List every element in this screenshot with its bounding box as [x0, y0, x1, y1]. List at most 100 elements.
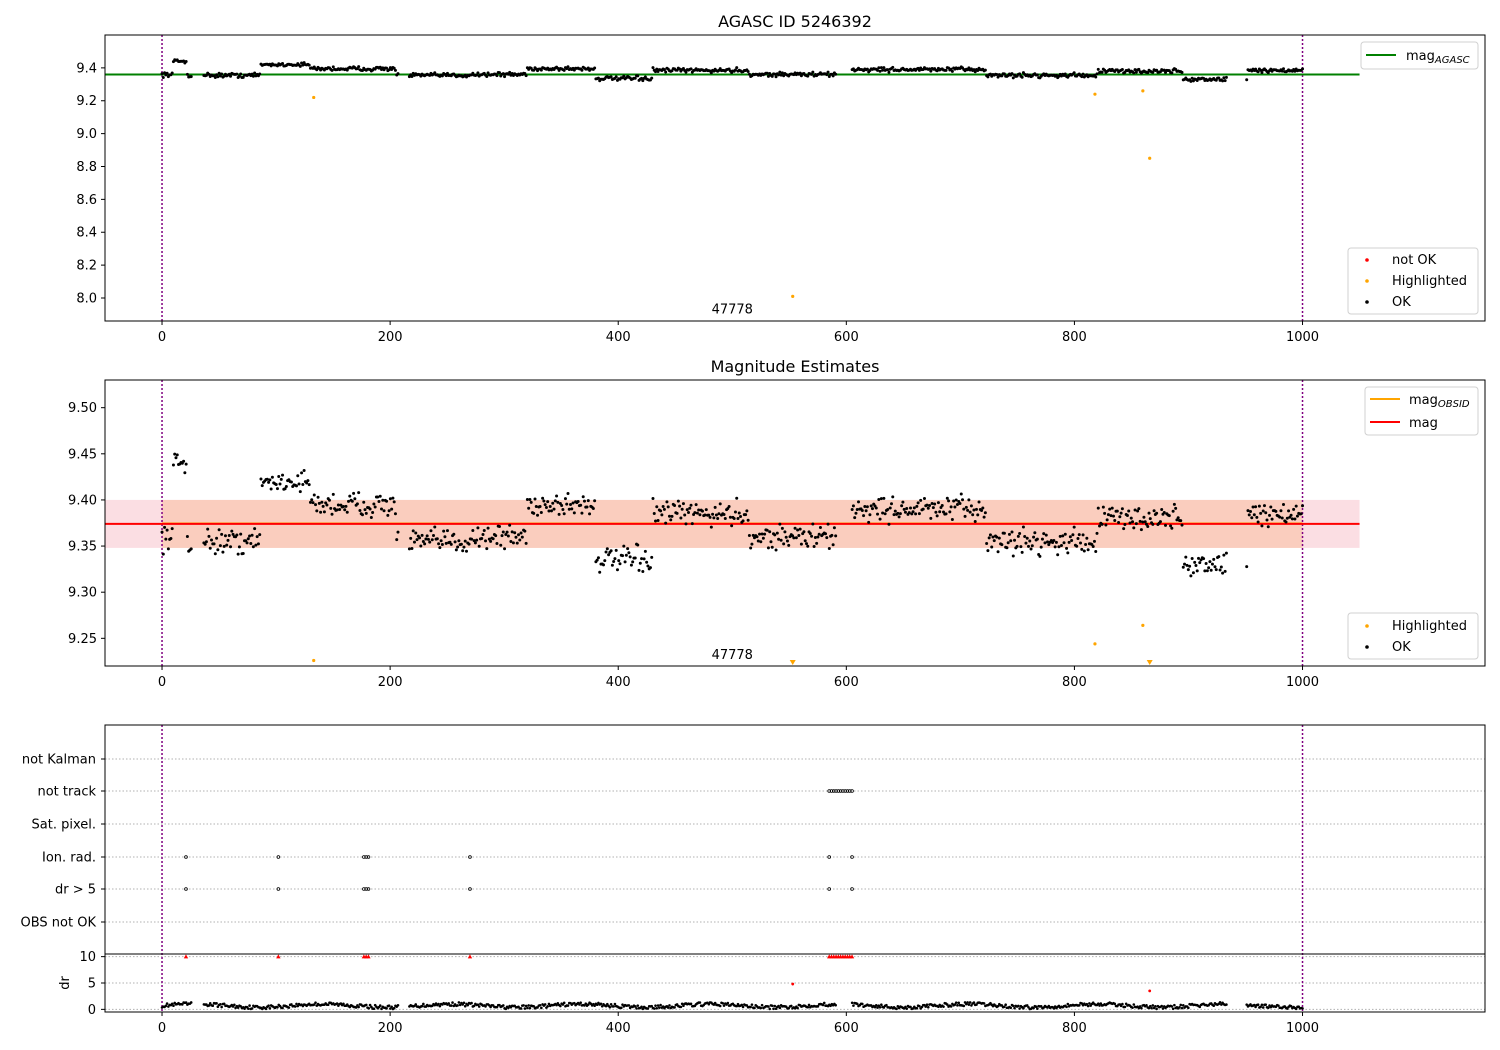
dr-point — [635, 1007, 638, 1010]
ok-point — [901, 500, 905, 504]
y-tick-label: 9.0 — [76, 127, 97, 142]
highlighted-point — [1141, 623, 1145, 628]
ok-point — [294, 484, 298, 488]
x-tick-label: 600 — [834, 675, 859, 690]
ok-point — [1151, 70, 1155, 74]
ok-point — [407, 547, 411, 551]
ok-point — [898, 512, 902, 516]
dr-point — [1052, 1007, 1056, 1010]
highlighted-point — [1141, 89, 1145, 93]
ok-point — [347, 499, 351, 503]
ok-point — [961, 498, 965, 502]
ok-point — [182, 459, 186, 463]
x-tick-label: 400 — [606, 330, 631, 345]
ok-point — [1279, 509, 1283, 513]
y-tick-label: 9.4 — [76, 61, 97, 76]
ok-point — [1020, 550, 1024, 554]
dr-point — [523, 1007, 527, 1010]
ok-point — [235, 533, 239, 537]
ok-point — [877, 498, 881, 502]
ok-point — [609, 549, 613, 553]
ok-point — [547, 509, 551, 513]
ok-point — [662, 507, 666, 511]
y-tick-label: 9.2 — [76, 94, 97, 109]
dr-point — [718, 1004, 722, 1008]
ok-point — [684, 70, 688, 74]
ok-point — [216, 75, 220, 79]
ok-point — [1260, 524, 1264, 528]
ok-point — [260, 484, 264, 488]
ok-point — [1249, 510, 1253, 514]
ok-point — [1207, 566, 1211, 570]
ok-point — [1010, 530, 1014, 534]
ok-point — [1184, 555, 1188, 559]
ok-point — [669, 518, 673, 522]
dr-point — [909, 1005, 912, 1009]
dr-point — [312, 1003, 316, 1006]
ok-point — [281, 473, 285, 477]
dr-point — [1036, 1007, 1039, 1010]
ok-point — [1195, 79, 1199, 83]
dr-point — [1004, 1003, 1007, 1007]
dr-point — [1155, 1007, 1158, 1011]
ok-point — [185, 535, 189, 539]
ok-point — [708, 515, 712, 519]
dr-point — [920, 1005, 924, 1009]
dr-point — [586, 1003, 590, 1006]
ok-point — [515, 541, 519, 545]
ok-point — [391, 496, 395, 500]
legend-marker-ok — [1365, 300, 1369, 304]
ok-point — [659, 509, 663, 513]
flag-point — [836, 789, 841, 793]
dr-point — [855, 1002, 859, 1006]
ok-point — [230, 529, 234, 533]
ok-point — [717, 512, 721, 516]
ok-point — [878, 69, 882, 73]
y-tick-label: 9.50 — [68, 401, 97, 416]
dr-point — [281, 1006, 284, 1010]
dr-point — [679, 1005, 683, 1009]
highlighted-offscale-marker — [1146, 660, 1153, 665]
ok-point — [968, 510, 972, 514]
ok-point — [382, 509, 386, 513]
ok-point — [642, 557, 646, 561]
ok-point — [633, 556, 637, 560]
ok-point — [220, 532, 224, 536]
ok-point — [615, 568, 619, 572]
ok-point — [817, 532, 821, 536]
dr-point — [834, 1003, 837, 1007]
dr-point — [207, 1004, 211, 1007]
ok-point — [1199, 558, 1203, 562]
dr-point — [735, 1004, 739, 1008]
ok-point — [603, 559, 607, 563]
dr-point — [1225, 1003, 1228, 1006]
ok-point — [917, 512, 921, 516]
ok-point — [1180, 523, 1184, 527]
panel-1-annotation: 47778 — [712, 302, 753, 317]
ok-point — [184, 60, 188, 64]
flag-point — [827, 789, 832, 793]
ok-point — [582, 499, 586, 503]
ok-point — [482, 529, 486, 533]
ok-point — [863, 505, 867, 509]
ok-point — [549, 509, 553, 513]
y-tick-label: 8.4 — [76, 226, 97, 241]
panel-1-frame — [104, 34, 1486, 322]
ok-point — [698, 513, 702, 517]
ok-point — [1209, 568, 1213, 572]
ok-point — [1117, 520, 1121, 524]
ok-point — [1221, 571, 1225, 575]
flag-label: not track — [37, 785, 96, 800]
ok-point — [727, 505, 731, 509]
ok-point — [368, 507, 372, 511]
dr-point — [924, 1005, 928, 1008]
svg-text:magAGASC: magAGASC — [1406, 49, 1470, 66]
ok-point — [160, 72, 164, 76]
legend-points-2: Highlighted OK — [1347, 612, 1479, 660]
ok-point — [1222, 553, 1226, 557]
ok-point — [1198, 561, 1202, 565]
ok-point — [707, 513, 711, 517]
dr-point — [767, 1005, 770, 1008]
ok-point — [1193, 560, 1197, 564]
ok-point — [919, 498, 923, 502]
